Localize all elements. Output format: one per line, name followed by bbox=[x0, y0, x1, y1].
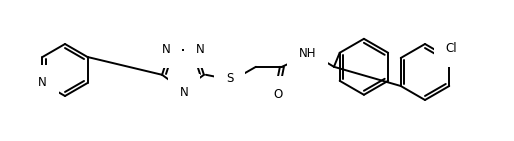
Text: N: N bbox=[38, 77, 47, 90]
Text: S: S bbox=[226, 72, 233, 85]
Text: N: N bbox=[162, 43, 171, 56]
Text: Cl: Cl bbox=[446, 42, 457, 56]
Text: O: O bbox=[273, 88, 283, 101]
Text: N: N bbox=[179, 85, 188, 99]
Text: N: N bbox=[195, 43, 204, 56]
Text: NH: NH bbox=[299, 47, 317, 60]
